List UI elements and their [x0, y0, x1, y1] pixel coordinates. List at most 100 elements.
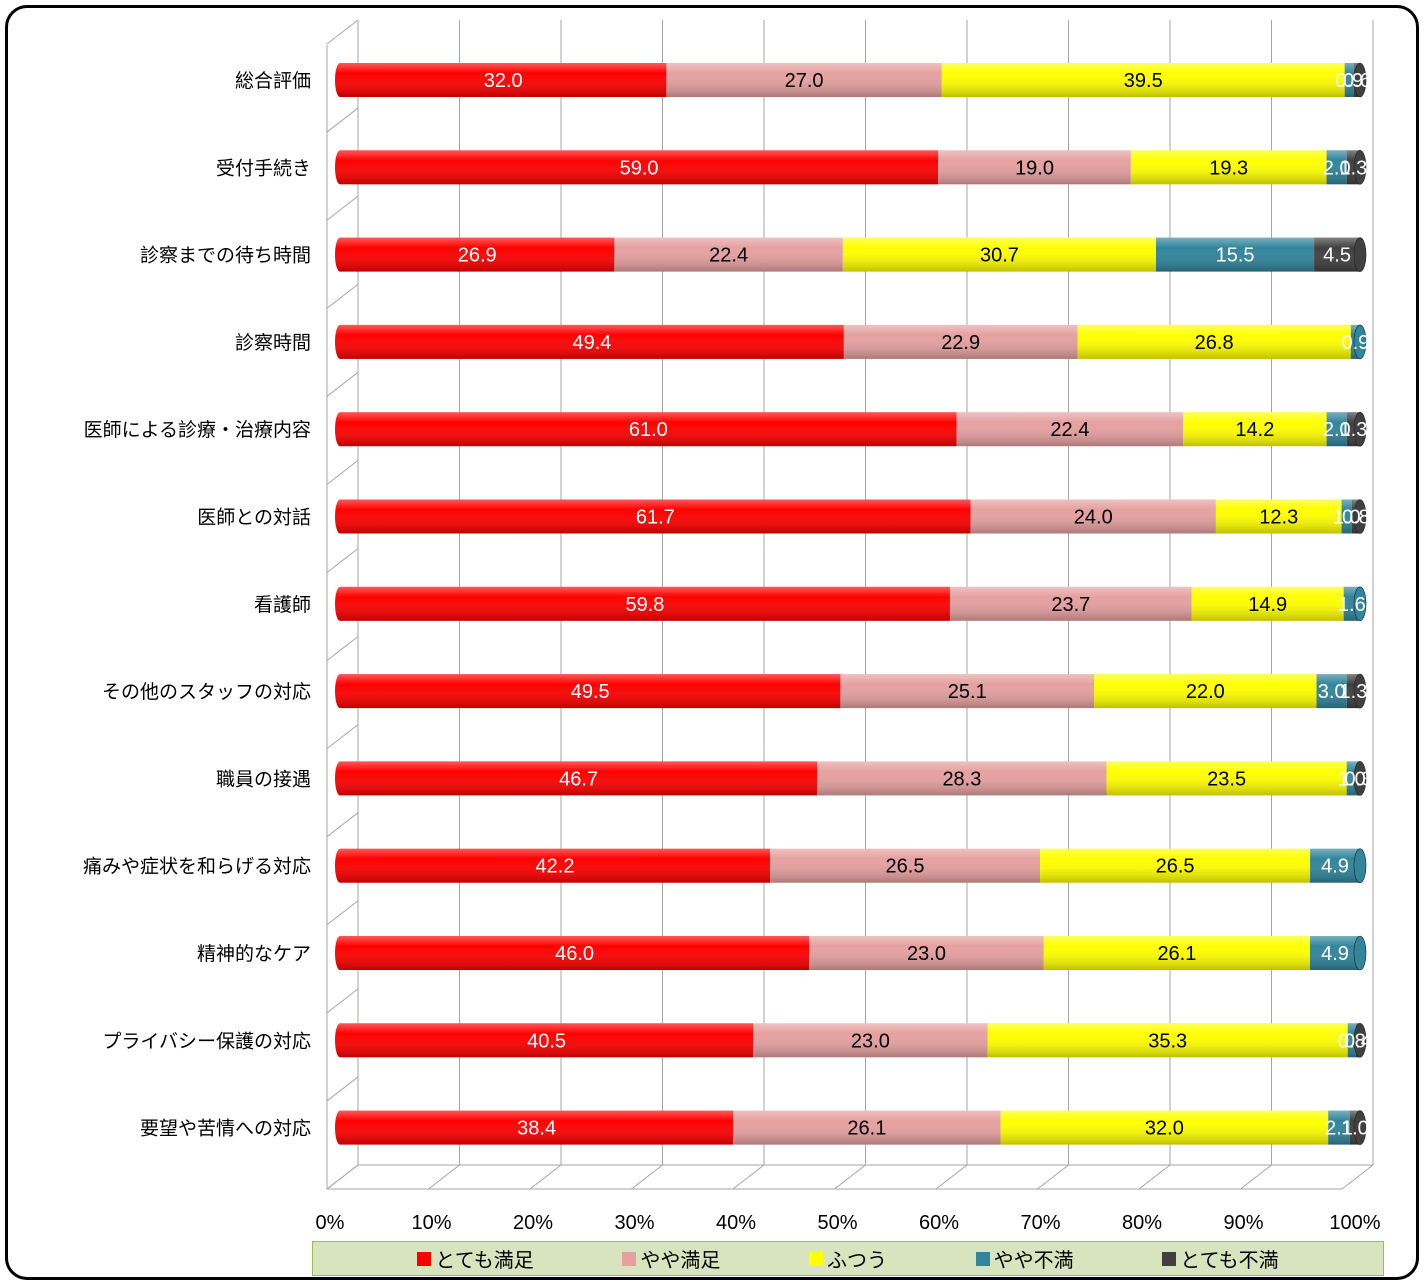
data-label: 4.9 [1321, 943, 1349, 965]
data-label: 0.3 [1345, 768, 1373, 790]
side-wall-gridline [326, 1076, 359, 1102]
bar-segment-shade [817, 761, 1107, 796]
x-tick-label: 10% [411, 1212, 451, 1234]
data-label: 39.5 [1124, 70, 1163, 92]
legend-label: やや不満 [993, 1248, 1074, 1272]
bar-segment-shade [938, 150, 1131, 185]
bar-segment-shade [1341, 499, 1352, 534]
data-label: 0.8 [1338, 1030, 1366, 1052]
data-label: 1.0 [1341, 1118, 1369, 1140]
data-label: 42.2 [536, 856, 575, 878]
bar-segment-shade [1191, 586, 1344, 621]
data-label: 22.0 [1186, 681, 1225, 703]
gridline-floor [428, 1164, 460, 1190]
data-label: 32.0 [484, 70, 523, 92]
data-label: 26.5 [1156, 856, 1195, 878]
data-label: 15.5 [1216, 245, 1255, 267]
legend-label: やや満足 [640, 1248, 721, 1272]
legend-swatch [622, 1251, 637, 1266]
bar-segment-shade [987, 1023, 1348, 1058]
legend: とても満足 やや満足 ふつう やや不満 とても不満 [312, 1241, 1384, 1276]
legend-item: とても不満 [1162, 1244, 1279, 1273]
category-label: 職員の接遇 [216, 768, 311, 790]
bar-segment-shade [340, 848, 771, 883]
gridline-floor [732, 1164, 765, 1190]
bar-segment-shade [809, 936, 1044, 970]
bar-series: 32.0 27.0 39.5 0.90.659.0 19.0 19.3 2.01.326.9… [335, 62, 1373, 1145]
bar-cap-right [1353, 1023, 1367, 1058]
bar-cap-left-shade [335, 1110, 345, 1145]
data-label: 27.0 [785, 70, 824, 92]
data-label: 1.3 [1340, 681, 1368, 703]
bar-cap-left-shade [335, 761, 345, 796]
bar-segment-shade [1326, 150, 1347, 185]
data-label: 12.3 [1259, 507, 1298, 529]
data-label: 49.4 [572, 332, 611, 354]
legend-item: とても満足 [417, 1244, 534, 1273]
data-label: 3.0 [1318, 681, 1346, 703]
bar-cap-right [1353, 411, 1367, 447]
category-label: プライバシー保護の対応 [102, 1030, 311, 1052]
data-label: 22.4 [1050, 419, 1089, 441]
x-tick-label: 50% [817, 1212, 857, 1234]
bar-segment-shade [614, 237, 843, 272]
data-label: 1.6 [1338, 594, 1366, 616]
bar-cap-left-shade [335, 674, 345, 709]
bar-cap-right [1353, 62, 1367, 98]
category-labels: 総合評価受付手続き診察までの待ち時間診察時間医師による診療・治療内容医師との対話… [83, 70, 311, 1140]
gridline-floor [1138, 1164, 1171, 1190]
data-label: 1.3 [1340, 157, 1368, 179]
data-label: 0.9 [1342, 332, 1370, 354]
data-label: 38.4 [517, 1118, 556, 1140]
bar-cap-right [1353, 586, 1367, 622]
data-label: 4.5 [1323, 245, 1351, 267]
bar-segment-shade [842, 237, 1156, 272]
bar-segment-shade [1130, 150, 1327, 185]
data-label: 59.0 [620, 157, 659, 179]
legend-swatch [808, 1251, 823, 1266]
bar-cap-left-shade [335, 324, 345, 359]
x-tick-label: 70% [1020, 1212, 1060, 1234]
x-tick-label: 30% [614, 1212, 654, 1234]
side-wall-gridline [326, 636, 359, 661]
x-tick-label: 40% [716, 1212, 756, 1234]
bar-cap-left-shade [335, 412, 345, 447]
data-label: 30.7 [980, 245, 1019, 267]
data-label: 46.7 [559, 768, 598, 790]
category-label: 医師との対話 [197, 507, 311, 529]
legend-item: やや満足 [622, 1244, 720, 1273]
data-label: 25.1 [948, 681, 987, 703]
gridline-floor [631, 1164, 663, 1190]
data-label: 26.8 [1195, 332, 1234, 354]
x-tick-label: 60% [919, 1212, 959, 1234]
x-tick-label: 0% [316, 1212, 345, 1234]
bar-segment-shade [1183, 412, 1327, 447]
legend-swatch [1162, 1251, 1177, 1266]
bar-cap-right [1353, 673, 1367, 709]
data-label: 2.0 [1323, 157, 1351, 179]
bar-segment-shade [1326, 412, 1347, 447]
side-wall-gridline [326, 548, 359, 573]
bar-segment-shade [733, 1110, 1001, 1145]
data-label: 23.0 [851, 1030, 890, 1052]
bar-segment-shade [1043, 936, 1311, 970]
category-label: 看護師 [254, 594, 311, 616]
legend-swatch [417, 1251, 432, 1266]
bar-segment-shade [340, 674, 841, 709]
bar-segment-shade [340, 761, 818, 796]
side-wall-gridline [326, 107, 359, 133]
side-wall-gridline [326, 195, 359, 221]
bar-segment-shade [1106, 761, 1347, 796]
legend-label: とても満足 [435, 1248, 534, 1272]
data-label: 35.3 [1148, 1030, 1187, 1052]
bar-segment-shade [949, 586, 1192, 621]
data-label: 23.7 [1051, 594, 1090, 616]
data-label: 26.5 [886, 856, 925, 878]
bar-cap-left-shade [335, 586, 345, 621]
bar-cap-right [1353, 935, 1367, 971]
bar-segment-shade [1344, 63, 1354, 97]
bar-segment-shade [340, 324, 844, 359]
x-axis-ticks: 0% 10% 20% 30% 40% 50% 60% 70% 80% 90% 100% [316, 1212, 1381, 1234]
data-label: 1.0 [1338, 768, 1366, 790]
data-label: 28.3 [942, 768, 981, 790]
